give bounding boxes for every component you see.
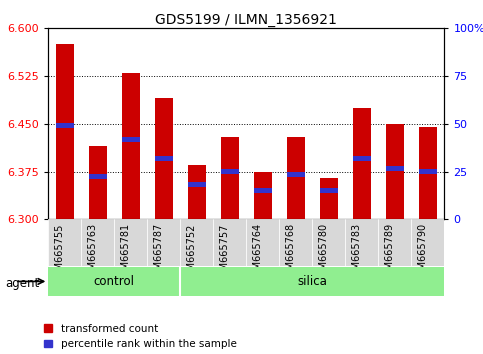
- FancyBboxPatch shape: [279, 219, 313, 266]
- Bar: [221, 169, 239, 174]
- Bar: [155, 156, 173, 161]
- Bar: [320, 188, 338, 193]
- Bar: [188, 165, 206, 219]
- Bar: [254, 172, 272, 219]
- FancyBboxPatch shape: [412, 219, 444, 266]
- Text: GSM665757: GSM665757: [220, 223, 230, 282]
- Bar: [353, 156, 371, 161]
- Text: GSM665755: GSM665755: [55, 223, 65, 282]
- Bar: [155, 98, 173, 219]
- FancyBboxPatch shape: [345, 219, 378, 266]
- Text: GSM665789: GSM665789: [385, 223, 395, 282]
- Text: agent: agent: [5, 277, 39, 290]
- Text: GSM665783: GSM665783: [352, 223, 362, 282]
- Bar: [386, 124, 404, 219]
- Legend: transformed count, percentile rank within the sample: transformed count, percentile rank withi…: [44, 324, 236, 349]
- Bar: [89, 146, 107, 219]
- Bar: [122, 137, 140, 142]
- Text: silica: silica: [298, 275, 327, 288]
- Bar: [89, 173, 107, 179]
- Bar: [56, 44, 74, 219]
- Text: GSM665780: GSM665780: [319, 223, 329, 282]
- FancyBboxPatch shape: [180, 219, 213, 266]
- FancyBboxPatch shape: [378, 219, 412, 266]
- Bar: [254, 188, 272, 193]
- FancyBboxPatch shape: [114, 219, 147, 266]
- FancyBboxPatch shape: [213, 219, 246, 266]
- FancyBboxPatch shape: [48, 267, 180, 296]
- FancyBboxPatch shape: [313, 219, 345, 266]
- Text: GSM665787: GSM665787: [154, 223, 164, 282]
- Bar: [419, 169, 437, 174]
- Text: GSM665763: GSM665763: [88, 223, 98, 282]
- Bar: [419, 127, 437, 219]
- Text: GSM665781: GSM665781: [121, 223, 131, 282]
- FancyBboxPatch shape: [147, 219, 180, 266]
- FancyBboxPatch shape: [48, 219, 81, 266]
- Bar: [287, 172, 305, 177]
- Text: GSM665764: GSM665764: [253, 223, 263, 282]
- FancyBboxPatch shape: [180, 267, 444, 296]
- FancyBboxPatch shape: [81, 219, 114, 266]
- Bar: [56, 123, 74, 129]
- Bar: [188, 182, 206, 187]
- Bar: [287, 137, 305, 219]
- Bar: [386, 166, 404, 171]
- Bar: [122, 73, 140, 219]
- Text: GSM665752: GSM665752: [187, 223, 197, 282]
- Bar: [221, 137, 239, 219]
- FancyBboxPatch shape: [246, 219, 279, 266]
- Text: control: control: [94, 275, 135, 288]
- Text: GSM665790: GSM665790: [418, 223, 428, 282]
- Bar: [353, 108, 371, 219]
- Title: GDS5199 / ILMN_1356921: GDS5199 / ILMN_1356921: [156, 13, 337, 27]
- Text: GSM665768: GSM665768: [286, 223, 296, 282]
- Bar: [320, 178, 338, 219]
